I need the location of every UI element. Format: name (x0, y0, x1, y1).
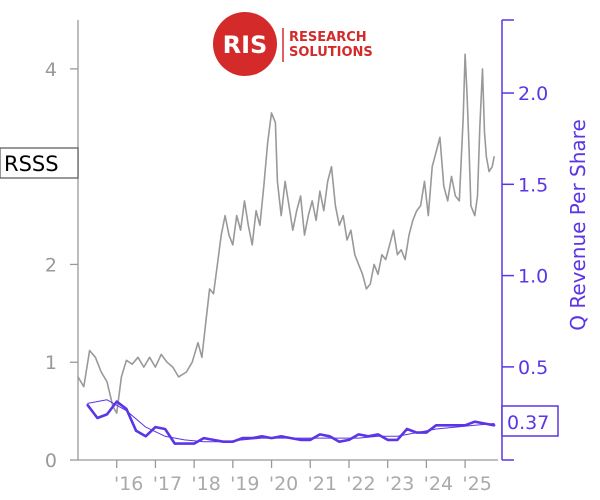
series-line-1 (77, 53, 495, 414)
series-layer (77, 53, 496, 445)
right-axis-ticks: 0.5 1.0 1.5 2.0 (502, 19, 548, 461)
left-tick-label: 4 (45, 59, 57, 81)
logo-monogram: RIS (223, 31, 268, 59)
x-tick-label: '21 (308, 473, 337, 495)
right-tick-label: 1.5 (518, 174, 548, 196)
last-value-box (501, 405, 559, 437)
left-axis-ticks: 0 1 2 4 (45, 59, 78, 472)
x-tick-label: '23 (385, 473, 414, 495)
right-tick-label: 1.0 (518, 266, 548, 288)
left-tick-label: 0 (45, 450, 57, 472)
right-tick-label: 0.5 (518, 357, 548, 379)
x-tick-label: '16 (114, 473, 143, 495)
logo: RIS RESEARCH SOLUTIONS (213, 12, 373, 76)
x-tick-label: '20 (269, 473, 298, 495)
right-tick-label: 2.0 (518, 83, 548, 105)
ticker-label-box: RSSS (0, 147, 79, 179)
x-tick-label: '18 (191, 473, 220, 495)
ticker-box (0, 147, 79, 179)
ticker-label: RSSS (4, 152, 59, 176)
series-line-2 (86, 400, 496, 445)
logo-line2: SOLUTIONS (289, 45, 373, 60)
logo-badge-icon (213, 12, 277, 76)
last-value-callout: 0.37 (501, 405, 559, 437)
left-tick-label: 2 (45, 254, 57, 276)
x-tick-label: '25 (462, 473, 491, 495)
right-axis-label: Q Revenue Per Share (566, 119, 590, 331)
x-tick-label: '22 (346, 473, 375, 495)
x-tick-label: '19 (230, 473, 259, 495)
x-axis-ticks: '16 '17 '18 '19 '20 '21 '22 '23 '24 '25 (114, 460, 492, 495)
left-tick-label: 1 (45, 352, 57, 374)
series-line-3 (87, 399, 495, 443)
logo-line1: RESEARCH (289, 30, 367, 45)
last-value-label: 0.37 (507, 412, 549, 434)
x-tick-label: '24 (424, 473, 453, 495)
x-tick-label: '17 (153, 473, 182, 495)
